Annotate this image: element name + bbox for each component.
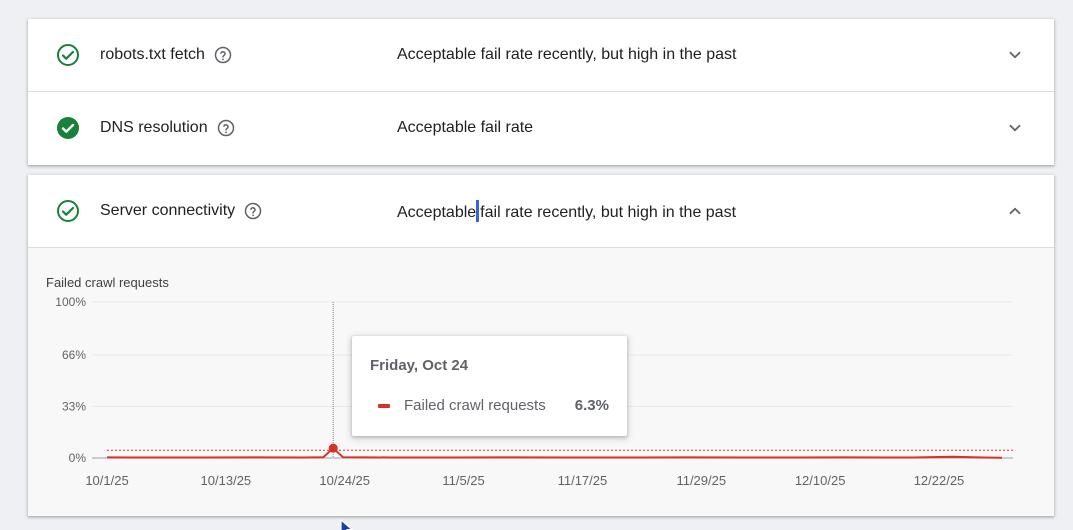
x-tick-label: 12/10/25 [795,473,846,488]
line-chart[interactable]: 100% 66% 33% 0% 10/1/25 10/13/25 10/24/25 11/5/… [28,248,1054,517]
help-circle-icon[interactable] [217,119,235,137]
row-title: DNS resolution [100,119,235,137]
series-line [106,447,1003,459]
robots-txt-row[interactable]: robots.txt fetch Acceptable fail rate re… [28,19,1054,91]
status-text-part: Acceptable [397,204,477,221]
row-title: robots.txt fetch [100,46,232,64]
robots-txt-title: robots.txt fetch [100,46,205,63]
text-cursor [476,200,480,222]
robots-txt-status: Acceptable fail rate recently, but high … [397,46,737,63]
y-tick-label: 100% [55,295,86,309]
help-circle-icon[interactable] [244,202,262,220]
help-circle-icon[interactable] [214,46,232,64]
server-connectivity-card: Server connectivity Acceptable fail rate … [28,175,1054,530]
x-tick-label: 10/13/25 [201,473,252,488]
server-connectivity-title: Server connectivity [100,202,236,219]
host-status-card: robots.txt fetch Acceptable fail rate re… [28,19,1054,165]
y-tick-label: 0% [69,451,87,465]
x-tick-label: 11/17/25 [558,473,608,488]
x-tick-label: 11/5/25 [442,473,484,488]
dns-resolution-status: Acceptable fail rate [397,119,534,136]
chart-title: Failed crawl requests [46,275,169,290]
chevron-up-icon[interactable] [1006,202,1024,220]
tooltip-series-label: Failed crawl requests [404,397,546,414]
server-connectivity-row[interactable]: Server connectivity Acceptable fail rate … [28,175,1054,247]
check-circle-icon [57,117,79,139]
x-tick-label: 11/29/25 [676,473,726,488]
failed-crawl-chart: Failed crawl requests 100% 66% 33% 0% 10/1/2… [28,247,1054,530]
chart-tooltip: Friday, Oct 24 Failed crawl requests 6.3… [352,336,627,436]
server-connectivity-status: Acceptable fail rate recently, but high i… [397,200,736,222]
x-tick-label: 10/24/25 [319,473,370,488]
dns-resolution-row[interactable]: DNS resolution Acceptable fail rate [28,91,1054,164]
check-circle-icon [57,44,79,66]
chevron-down-icon[interactable] [1006,46,1024,64]
row-title: Server connectivity [100,202,262,220]
y-tick-label: 66% [62,348,86,362]
series-swatch [378,404,390,408]
chevron-down-icon[interactable] [1006,119,1024,137]
tooltip-value: 6.3% [574,397,609,414]
x-tick-label: 10/1/25 [85,473,128,488]
x-tick-label: 12/22/25 [914,473,965,488]
tooltip-date: Friday, Oct 24 [370,357,469,374]
check-circle-icon [57,200,79,222]
dns-resolution-title: DNS resolution [100,119,208,136]
highlight-point [328,443,338,453]
y-tick-label: 33% [62,400,86,414]
status-text-part: fail rate recently, but high in the past [480,204,737,221]
mouse-pointer-icon [340,519,353,530]
